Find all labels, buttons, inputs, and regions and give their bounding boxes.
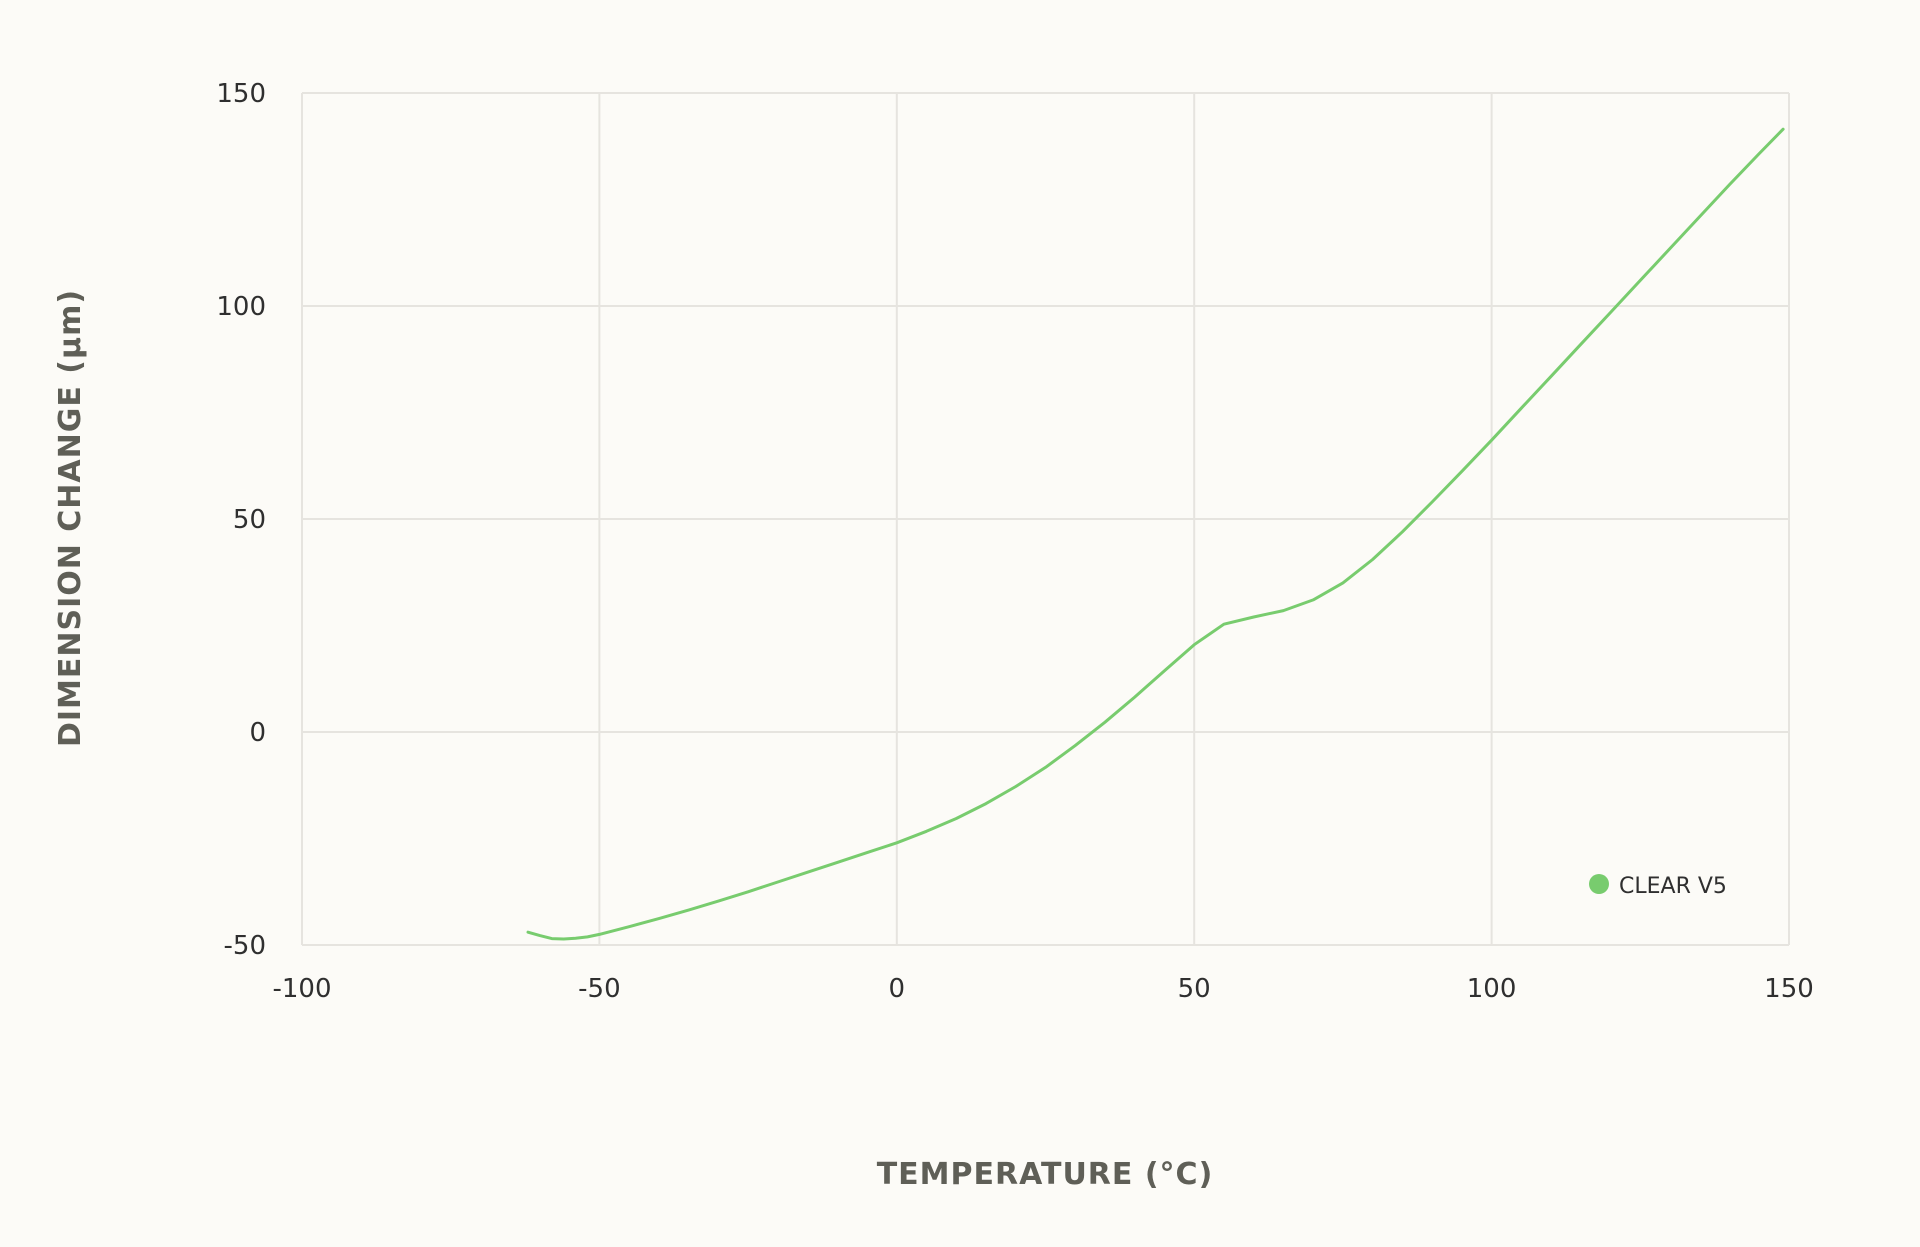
y-tick-label: 0 (249, 718, 266, 748)
y-axis-title: DIMENSION CHANGE (µm) (53, 289, 88, 747)
y-axis-ticks: 150 100 50 0 -50 (216, 79, 266, 961)
y-tick-label: -50 (224, 931, 266, 961)
x-axis-ticks: -100 -50 0 50 100 150 (272, 974, 1813, 1004)
y-tick-label: 150 (216, 79, 266, 109)
series-line-clear-v5 (526, 127, 1785, 941)
legend: CLEAR V5 (1589, 874, 1727, 899)
y-tick-label: 100 (216, 292, 266, 322)
y-tick-label: 50 (233, 505, 266, 535)
x-tick-label: -100 (272, 974, 331, 1004)
x-tick-label: 150 (1764, 974, 1814, 1004)
x-axis-title: TEMPERATURE (°C) (877, 1157, 1214, 1192)
series-layer (526, 127, 1785, 941)
legend-label: CLEAR V5 (1619, 874, 1727, 899)
legend-marker (1589, 874, 1609, 894)
x-tick-label: 0 (889, 974, 906, 1004)
x-tick-label: 50 (1178, 974, 1211, 1004)
x-tick-label: 100 (1467, 974, 1517, 1004)
x-tick-label: -50 (578, 974, 620, 1004)
grid (301, 92, 1790, 946)
